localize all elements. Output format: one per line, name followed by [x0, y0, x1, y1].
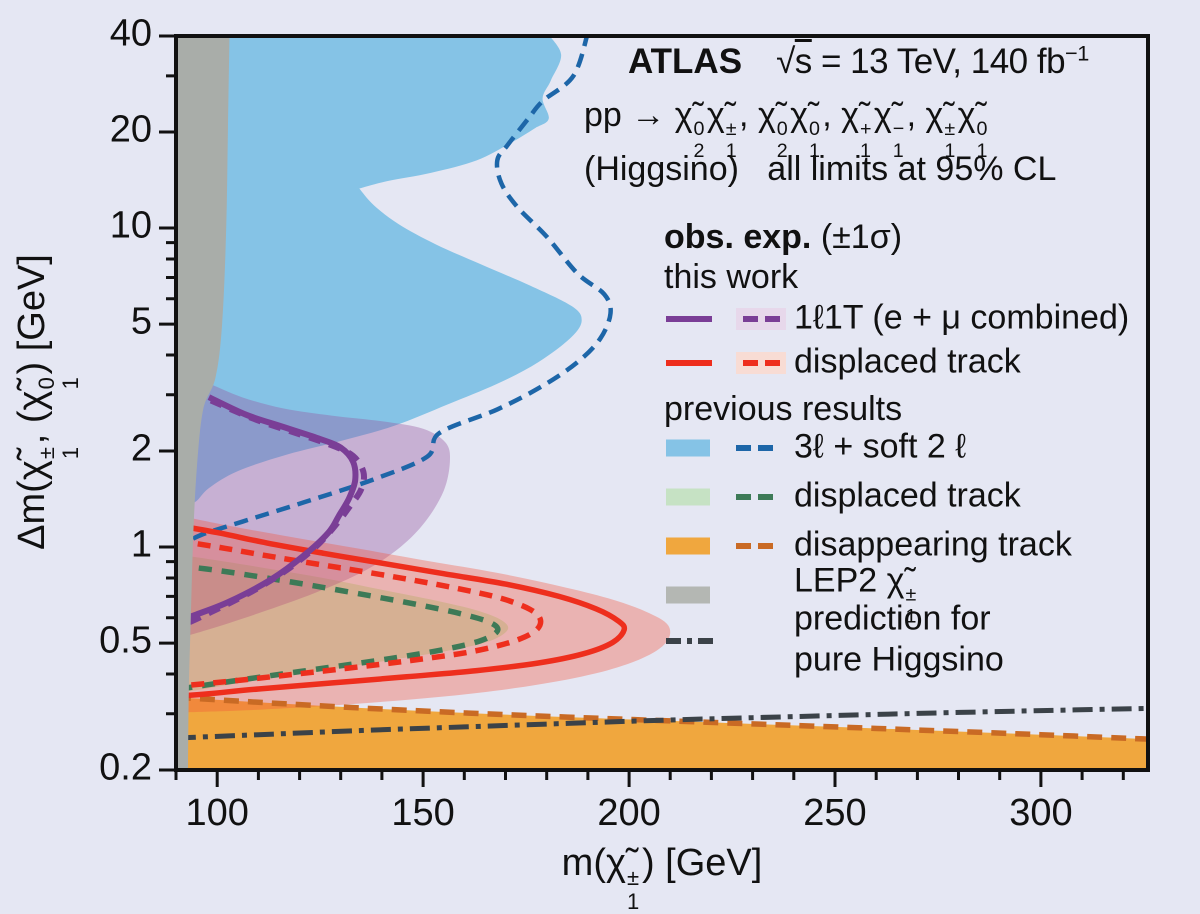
y-tick-label-0.5: 0.5 [99, 619, 152, 662]
x-tick-label-100: 100 [185, 792, 249, 834]
legend-item-displaced-track-new: displaced track [666, 343, 1146, 381]
x-tick-label-250: 250 [803, 792, 867, 834]
legend-swatch-displaced-expected-band [736, 352, 786, 374]
curve-displaced-track-observed [176, 522, 628, 699]
legend-label-prev-displaced-track: displaced track [794, 476, 1021, 515]
plot-title: ATLAS √s = 13 TeV, 140 fb−1 [628, 40, 1089, 82]
legend-swatch-displaced-observed-line [666, 360, 712, 366]
energy-label: √s = 13 TeV, 140 fb−1 [776, 40, 1089, 81]
band-1l1t-1sigma [176, 373, 451, 639]
x-tick-label-200: 200 [597, 792, 661, 834]
y-tick-label-20: 20 [109, 108, 152, 151]
legend-label-disappearing-track: disappearing track [794, 525, 1072, 564]
legend-swatch-3l-expected-dashes [736, 445, 786, 451]
y-tick-label-40: 40 [109, 12, 152, 55]
region-3l-soft2l-observed [176, 36, 582, 508]
x-tick-label-300: 300 [1009, 792, 1073, 834]
curve-1l1t-expected [176, 397, 367, 630]
legend-item-prev-displaced-track: displaced track [666, 477, 1146, 515]
condition-label: (Higgsino) all limits at 95% CL [584, 150, 1057, 188]
atlas-label: ATLAS [628, 41, 743, 81]
limit-curves-layer [176, 36, 1148, 742]
legend-label-lep2: LEP2 χ̃ ±1 [794, 561, 917, 628]
legend-label-displaced-track-new: displaced track [794, 342, 1021, 381]
legend-group-this-work: this work [664, 258, 799, 296]
curve-pure-higgsino-prediction [176, 705, 1148, 741]
legend-swatch-higgsino-dashdot [666, 638, 714, 644]
plot-frame [174, 34, 1150, 772]
legend-swatch-prev-displaced-region [666, 488, 710, 506]
curve-3l-soft2l-expected [183, 36, 613, 547]
legend-label-1l1t: 1ℓ1T (e + μ combined) [794, 298, 1130, 337]
region-lep2-chargino [176, 36, 230, 770]
legend-swatch-disappearing-region [666, 537, 710, 555]
legend-group-previous-results: previous results [664, 390, 903, 428]
y-tick-label-0.2: 0.2 [99, 746, 152, 789]
legend-swatch-1l1t-observed-line [666, 316, 712, 322]
legend-label-3l-soft2l: 3ℓ + soft 2 ℓ [794, 427, 967, 466]
curve-1l1t-observed [176, 394, 359, 625]
legend-swatch-3l-region [666, 439, 710, 457]
y-tick-label-5: 5 [130, 300, 152, 343]
legend-item-pure-higgsino: prediction for pure Higgsino [666, 600, 1146, 678]
legend-swatch-prev-displaced-dashes [736, 494, 786, 500]
y-tick-label-2: 2 [130, 427, 152, 470]
axes-frame-layer [159, 34, 1150, 787]
y-tick-label-10: 10 [109, 204, 152, 247]
curve-prev-displaced-track-expected [176, 562, 501, 693]
legend-swatch-lep2-region [666, 586, 710, 604]
region-disappearing-track-observed [176, 697, 1148, 770]
legend-header-obs-exp: obs. exp. (±1σ) [664, 218, 903, 256]
legend-swatch-disappearing-dashes [736, 543, 786, 549]
legend-label-pure-higgsino: prediction for pure Higgsino [794, 599, 1004, 679]
legend-item-1l1t: 1ℓ1T (e + μ combined) [666, 299, 1146, 337]
curve-displaced-track-expected [176, 537, 544, 690]
y-tick-label-1: 1 [130, 523, 152, 566]
lep2-overlay-layer [176, 36, 230, 770]
x-tick-label-150: 150 [391, 792, 455, 834]
x-axis-label: m(χ̃ ±1) [GeV] [561, 842, 763, 914]
legend-swatch-1l1t-expected-band [736, 308, 786, 330]
axis-ticks [159, 34, 1125, 787]
legend-item-lep2: LEP2 χ̃ ±1 [666, 562, 1146, 626]
band-displaced-track-1sigma [176, 515, 671, 713]
process-label: pp → χ̃ 0 2 χ̃ ±1, χ̃ 0 2 χ̃ 0 1, χ̃ +1 χ̃ −1, χ̃ ±1 χ… [584, 96, 988, 162]
legend-item-3l-soft2l: 3ℓ + soft 2 ℓ [666, 428, 1146, 466]
legend-item-disappearing-track: disappearing track [666, 526, 1146, 564]
y-axis-label: Δm(χ̃ ±1, (χ̃ 0 1) [GeV] [10, 254, 84, 550]
